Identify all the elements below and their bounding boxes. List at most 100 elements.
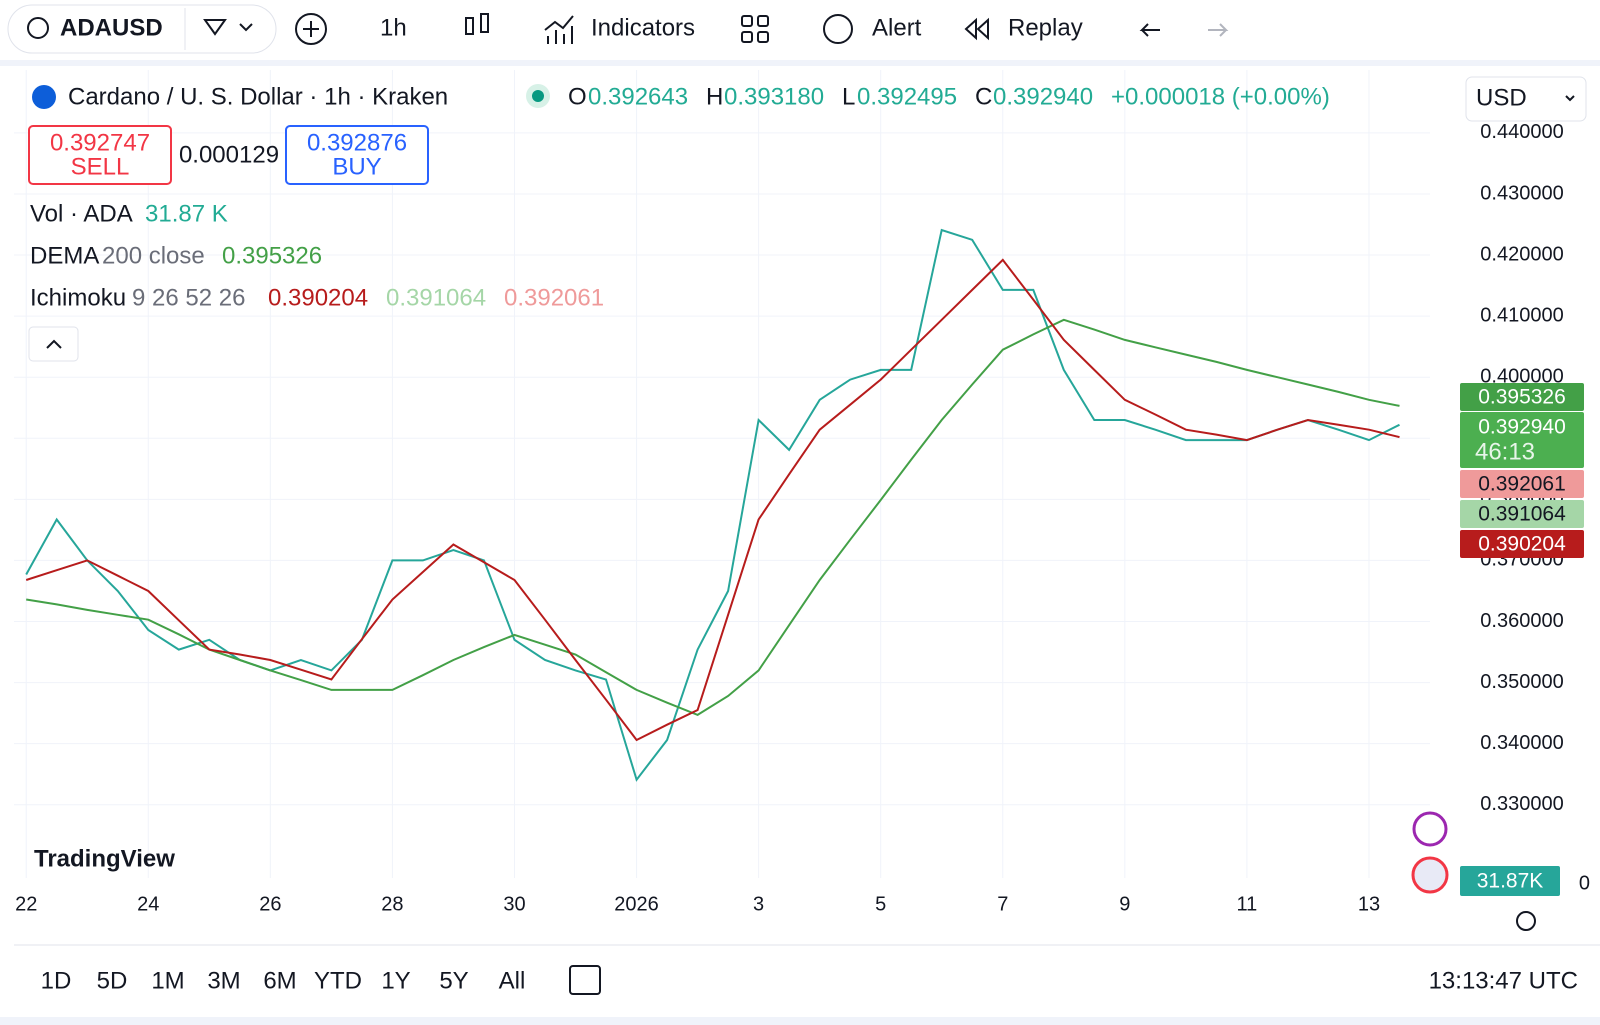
ichimoku-label: Ichimoku: [30, 284, 126, 311]
plus: [303, 21, 319, 37]
y-tick-label: 0.410000: [1480, 304, 1563, 326]
spread: 0.000129: [179, 141, 279, 168]
replay-button[interactable]: Replay: [1008, 14, 1083, 41]
x-tick-label: 7: [997, 893, 1008, 915]
x-tick-label: 5: [875, 893, 886, 915]
conversion-badge-text: 0.390204: [1478, 533, 1566, 556]
conversion-badge: [1460, 530, 1584, 558]
x-tick-label: 22: [15, 893, 37, 915]
lagging-badge: [1460, 470, 1584, 498]
currency[interactable]: USD: [1476, 84, 1527, 111]
layout-icon: [757, 15, 769, 27]
y-tick-label: 0.440000: [1480, 121, 1563, 143]
y-tick-label: 0.430000: [1480, 182, 1563, 204]
settings-icon[interactable]: [1516, 911, 1536, 931]
buy-price[interactable]: 0.392876: [307, 129, 407, 156]
redo[interactable]: [1208, 23, 1229, 37]
ohlc-label: C: [975, 83, 992, 110]
close-badge-text: 0.392940: [1478, 416, 1566, 439]
x-tick-label: 26: [259, 893, 281, 915]
x-tick-label: 11: [1237, 893, 1258, 915]
layout-icon[interactable]: [741, 15, 753, 27]
ohlc-label: L: [842, 83, 855, 110]
bottom-edge: [0, 1017, 1600, 1025]
ichimoku-params: 9 26 52 26: [132, 284, 245, 311]
range-button[interactable]: 6M: [263, 967, 296, 994]
currency-select[interactable]: [1465, 76, 1587, 122]
chart-panel: [14, 66, 1600, 1016]
pro-icon[interactable]: [203, 19, 227, 36]
ohlc-value: 0.392643: [588, 83, 688, 110]
x-tick-label: 13: [1358, 893, 1380, 915]
layout-icon: [757, 31, 769, 43]
ohlc-value: 0.392495: [857, 83, 957, 110]
buy-button[interactable]: [285, 125, 429, 185]
ichimoku-value: 0.391064: [386, 284, 486, 311]
undo[interactable]: [1139, 23, 1160, 37]
range-button[interactable]: 3M: [207, 967, 240, 994]
chevron[interactable]: [239, 23, 253, 32]
y-tick-label: 0.340000: [1480, 732, 1563, 754]
ichimoku-value: 0.392061: [504, 284, 604, 311]
chevron-up: [46, 339, 62, 349]
range-button[interactable]: 5Y: [439, 967, 468, 994]
symbol-title: Cardano / U. S. Dollar · 1h · Kraken: [68, 83, 448, 110]
layout-icon: [741, 31, 753, 43]
y-tick-label: 0.330000: [1480, 793, 1563, 815]
x-tick-label: 28: [381, 893, 403, 915]
date-range-icon[interactable]: [569, 965, 601, 995]
add-symbol[interactable]: [295, 13, 327, 45]
ichimoku-value: 0.390204: [268, 284, 368, 311]
symbol-search[interactable]: [7, 4, 277, 54]
countdown: 46:13: [1475, 438, 1535, 465]
x-tick-label: 2026: [614, 893, 659, 915]
x-tick-label: 24: [137, 893, 159, 915]
assistant-icon[interactable]: [1412, 811, 1448, 847]
volume-badge: [1460, 866, 1560, 896]
change: +0.000018 (+0.00%): [1111, 83, 1330, 110]
range-button[interactable]: All: [499, 967, 526, 994]
volume-badge-text: 31.87K: [1477, 870, 1544, 893]
alert-icon[interactable]: [823, 14, 853, 44]
dema-badge-text: 0.395326: [1478, 386, 1566, 409]
candles-icon[interactable]: [465, 17, 474, 35]
candles-icon-2: [480, 13, 489, 33]
y-tick-label: 0.360000: [1480, 610, 1563, 632]
x-tick-label: 30: [503, 893, 525, 915]
sell-label[interactable]: SELL: [71, 153, 130, 180]
x-tick-label: 3: [753, 893, 764, 915]
alert-button[interactable]: Alert: [872, 14, 922, 41]
flag-icon[interactable]: [1411, 856, 1449, 894]
series-line: [25, 258, 1400, 742]
chevron: [1565, 95, 1575, 102]
range-button[interactable]: 1M: [151, 967, 184, 994]
range-button[interactable]: 1D: [41, 967, 72, 994]
x-tick-label: 9: [1119, 893, 1130, 915]
y-tick-label: 0.400000: [1480, 365, 1563, 387]
plot: 0.3300000.3400000.3500000.3600000.370000…: [14, 70, 1564, 915]
ohlc-label: H: [706, 83, 723, 110]
sell-price[interactable]: 0.392747: [50, 129, 150, 156]
divider: [0, 60, 1600, 66]
range-button[interactable]: 5D: [97, 967, 128, 994]
ohlc-value: 0.392940: [993, 83, 1093, 110]
indicators-icon: [544, 15, 574, 44]
volume-value: 31.87 K: [145, 200, 228, 227]
coin-icon: [32, 85, 56, 109]
dema-value: 0.395326: [222, 242, 322, 269]
dema-label: DEMA: [30, 242, 99, 269]
ohlc-label: O: [568, 83, 587, 110]
sell-button[interactable]: [28, 125, 172, 185]
watermark: TradingView: [34, 845, 175, 872]
interval[interactable]: 1h: [380, 14, 407, 41]
collapse-button[interactable]: [28, 326, 79, 362]
buy-label[interactable]: BUY: [332, 153, 381, 180]
y-tick-label: 0.420000: [1480, 243, 1563, 265]
indicators-button[interactable]: Indicators: [591, 14, 695, 41]
symbol[interactable]: ADAUSD: [60, 14, 163, 41]
range-button[interactable]: YTD: [314, 967, 362, 994]
dema-params: 200 close: [102, 242, 205, 269]
range-button[interactable]: 1Y: [381, 967, 410, 994]
base-badge-text: 0.391064: [1478, 503, 1566, 526]
series-line: [26, 318, 1400, 717]
